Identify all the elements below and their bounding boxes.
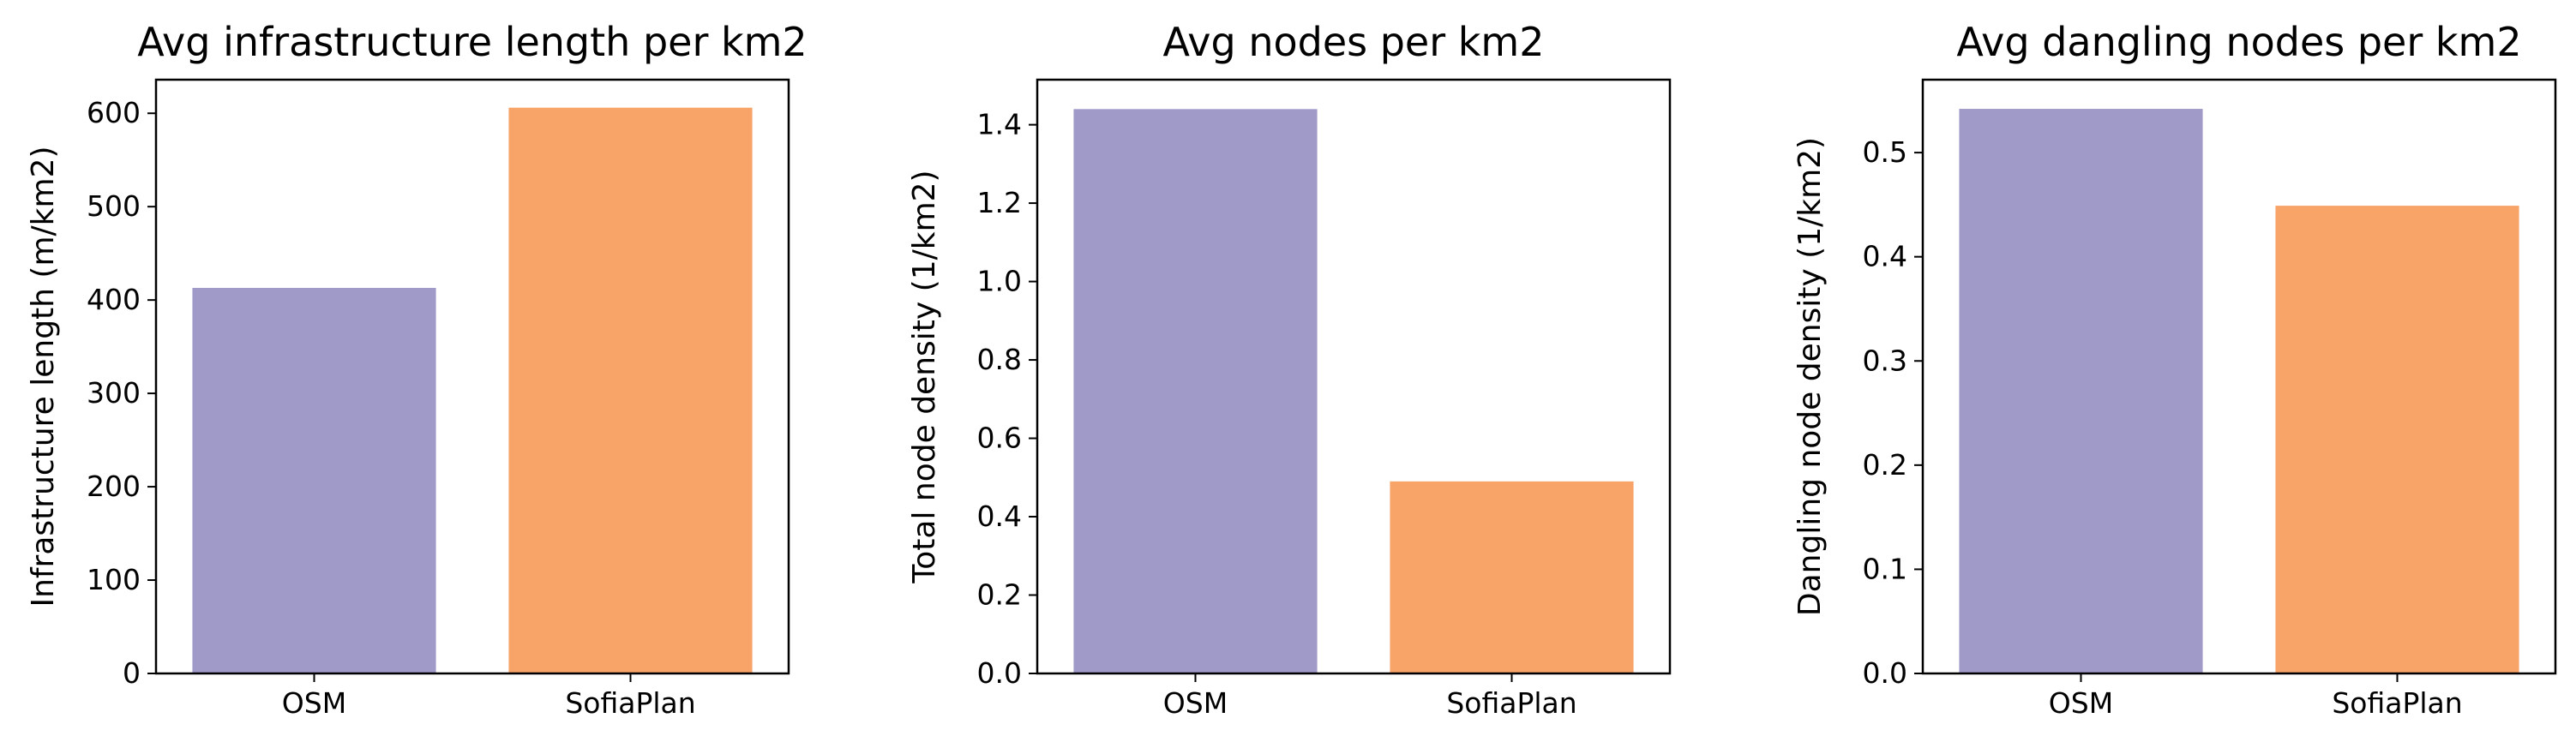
y-tick-label: 0.4 [1863,240,1907,273]
bar-osm [1073,109,1318,673]
chart-panel-dangling-node-density: Avg dangling nodes per km2 Dangling node… [1792,19,2557,720]
y-tick-label: 400 [87,283,141,316]
y-tick-label: 0.0 [977,656,1022,690]
bar-osm [192,287,436,673]
y-tick-label: 0.1 [1863,552,1907,585]
chart-title: Avg nodes per km2 [1163,19,1545,65]
y-tick-label: 1.0 [977,265,1022,298]
bar-sofiaplan [2275,206,2519,673]
y-tick-label: 0.8 [977,343,1022,376]
y-tick-label: 0.3 [1863,344,1907,377]
y-tick-label: 600 [87,96,141,129]
y-tick-label: 0.0 [1863,656,1907,690]
x-tick-label: OSM [1163,686,1228,720]
bar-sofiaplan [508,107,753,674]
x-tick-label: SofiaPlan [565,686,695,720]
y-tick-label: 200 [87,470,141,503]
y-tick-label: 0.6 [977,422,1022,455]
x-tick-label: SofiaPlan [2332,686,2462,720]
y-tick-label: 1.4 [977,108,1022,141]
plot-frame [1036,78,1672,675]
y-axis-label: Dangling node density (1/km2) [1792,137,1828,616]
plot-frame [154,78,790,675]
y-tick-label: 0.4 [977,500,1022,533]
y-tick-label: 500 [87,189,141,223]
chart-title: Avg dangling nodes per km2 [1956,19,2521,65]
chart-panel-infrastructure-length: Avg infrastructure length per km2 Infras… [26,19,808,720]
chart-title: Avg infrastructure length per km2 [137,19,807,65]
bar-osm [1959,109,2203,673]
y-tick-label: 100 [87,563,141,596]
y-axis-label: Infrastructure length (m/km2) [26,146,61,607]
bar-sofiaplan [1390,481,1634,673]
x-tick-label: OSM [2049,686,2113,720]
y-tick-label: 300 [87,376,141,410]
plot-frame [1921,78,2557,675]
y-axis-label: Total node density (1/km2) [907,170,942,583]
x-tick-label: SofiaPlan [1446,686,1576,720]
y-tick-label: 0.2 [977,578,1022,612]
y-tick-label: 0 [123,656,141,690]
chart-panel-node-density: Avg nodes per km2 Total node density (1/… [907,19,1672,720]
y-tick-label: 0.5 [1863,135,1907,169]
y-tick-label: 1.2 [977,186,1022,219]
x-tick-label: OSM [282,686,346,720]
y-tick-label: 0.2 [1863,448,1907,482]
